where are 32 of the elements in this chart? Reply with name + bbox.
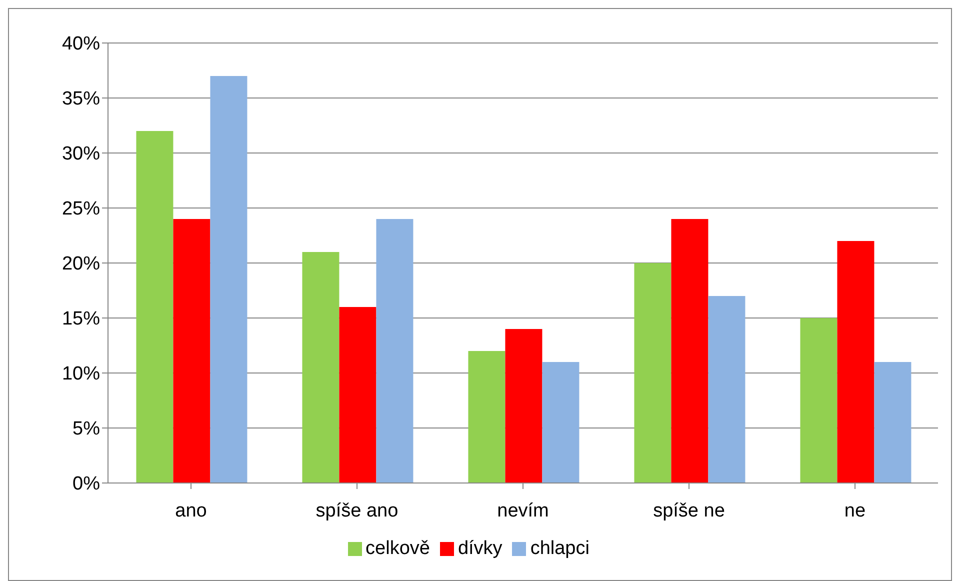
bar	[302, 252, 340, 483]
bar	[708, 296, 746, 483]
bar	[837, 241, 874, 483]
bar	[468, 351, 506, 483]
y-tick-label: 10%	[62, 364, 100, 385]
x-tick-label: ne	[844, 500, 866, 522]
x-tick-label: spíše ne	[653, 500, 725, 522]
bar	[634, 263, 672, 483]
bar	[671, 219, 708, 483]
bar	[136, 131, 174, 483]
y-tick-label: 30%	[62, 144, 100, 165]
y-tick-label: 40%	[62, 34, 100, 55]
bar	[376, 219, 414, 483]
y-tick-label: 35%	[62, 88, 100, 110]
legend-label: dívky	[458, 538, 502, 559]
x-tick-label: spíše ano	[316, 500, 398, 522]
y-tick-label: 25%	[62, 198, 100, 220]
x-tick-label: nevím	[497, 500, 549, 522]
bar	[800, 318, 838, 483]
y-tick-label: 15%	[62, 308, 100, 330]
y-tick-label: 0%	[72, 474, 100, 495]
bar	[173, 219, 210, 483]
legend-label: chlapci	[530, 538, 590, 559]
y-tick-label: 20%	[62, 254, 100, 275]
bar	[210, 76, 248, 483]
legend-label: celkově	[366, 538, 430, 559]
bar	[339, 307, 376, 483]
y-tick-label: 5%	[72, 418, 100, 440]
bar	[505, 329, 542, 483]
bar	[874, 362, 912, 483]
x-tick-label: ano	[175, 500, 207, 522]
bar	[542, 362, 580, 483]
